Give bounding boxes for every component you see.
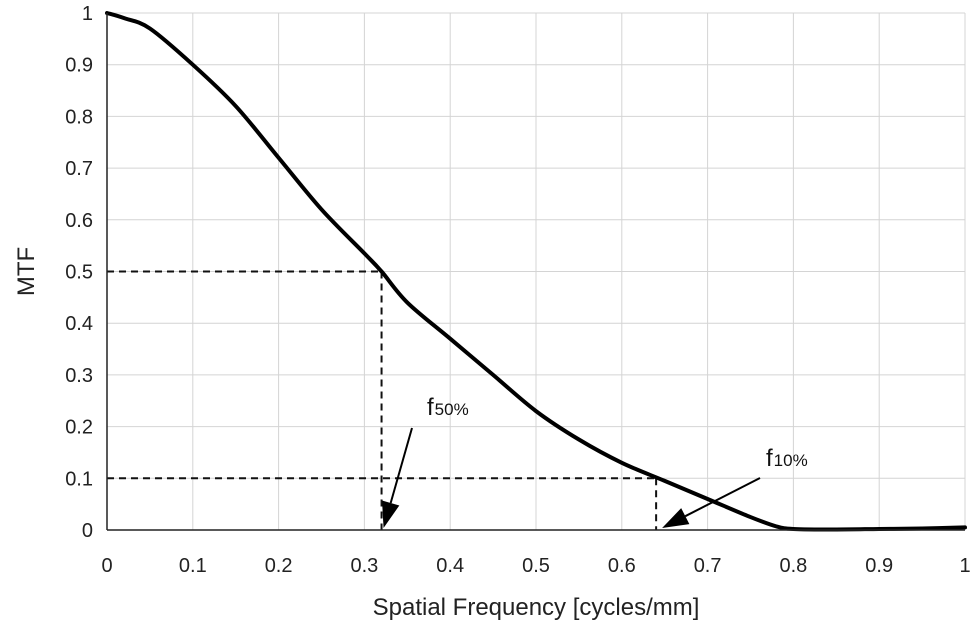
- y-tick-label: 1: [82, 3, 93, 25]
- annotation-label-10%: f10%: [766, 445, 808, 472]
- mtf-curve: [105, 11, 967, 532]
- annotation-label-50%: f50%: [427, 394, 469, 421]
- x-tick-label: 1: [959, 555, 970, 577]
- x-tick-label: 0.6: [608, 555, 636, 577]
- y-tick-label: 0.9: [65, 55, 93, 77]
- x-tick-label: 0.1: [179, 555, 207, 577]
- annotation-arrow-shaft-50%: [389, 427, 413, 504]
- y-tick-label: 0.7: [65, 158, 93, 180]
- annotation-arrow-shaft-10%: [684, 477, 761, 518]
- x-tick-labels: 0 0.1 0.2 0.3 0.4 0.5 0.6 0.7 0.8 0.9 1: [101, 555, 970, 577]
- x-tick-label: 0.8: [779, 555, 807, 577]
- x-tick-label: 0.4: [436, 555, 464, 577]
- x-tick-label: 0: [101, 555, 112, 577]
- annotations: f50% f10%: [382, 394, 808, 528]
- x-tick-label: 0.5: [522, 555, 550, 577]
- y-tick-label: 0.1: [65, 468, 93, 490]
- y-tick-label: 0.8: [65, 106, 93, 128]
- y-axis-label: MTF: [13, 247, 40, 296]
- x-tick-label: 0.3: [350, 555, 378, 577]
- y-tick-labels: 0 0.1 0.2 0.3 0.4 0.5 0.6 0.7 0.8 0.9 1: [65, 3, 93, 542]
- grid: [106, 12, 966, 531]
- y-tick-label: 0.6: [65, 210, 93, 232]
- x-axis-label: Spatial Frequency [cycles/mm]: [373, 594, 700, 621]
- axes: [106, 13, 965, 531]
- reference-lines: [107, 270, 658, 530]
- x-tick-label: 0.2: [265, 555, 293, 577]
- y-tick-label: 0.4: [65, 313, 93, 335]
- y-tick-label: 0.2: [65, 417, 93, 439]
- annotation-arrow-head-10%: [662, 508, 690, 528]
- x-tick-label: 0.9: [865, 555, 893, 577]
- y-tick-label: 0: [82, 520, 93, 542]
- annotation-arrow-head-50%: [382, 500, 400, 528]
- y-tick-label: 0.3: [65, 365, 93, 387]
- x-tick-label: 0.7: [694, 555, 722, 577]
- y-tick-label: 0.5: [65, 262, 93, 284]
